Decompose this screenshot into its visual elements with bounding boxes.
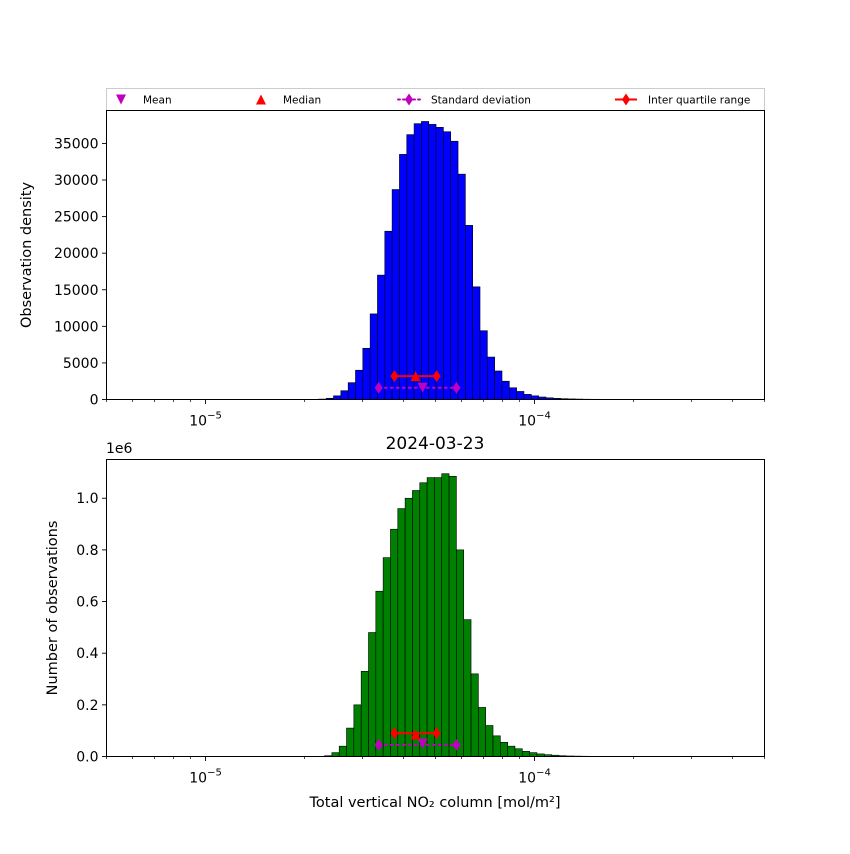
top-bar [341,391,348,400]
top-y-axis-label: Observation density [19,182,35,328]
top-bar [377,275,384,399]
top-bar [334,396,341,400]
top-bar [385,231,392,399]
top-bar [436,127,443,399]
bottom-bar [449,476,456,756]
top-y-tick-label: 30000 [54,173,99,189]
bottom-bar [390,529,397,756]
top-bar [531,396,538,400]
bottom-bar [420,483,427,757]
top-y-tick-label: 10000 [54,319,99,335]
bottom-y-offset-text: 1e6 [106,441,133,457]
legend-label-std: Standard deviation [431,95,531,107]
top-bar [414,124,421,400]
bottom-bar [530,753,537,757]
bottom-bar [354,705,361,757]
bottom-y-tick-label: 0.4 [76,646,98,662]
bottom-bar [361,671,368,756]
legend: Mean Median Standard deviation Inter quarti… [107,89,765,111]
legend-label-median: Median [283,95,321,107]
top-bar [502,381,509,399]
top-bar [487,357,494,399]
top-bar [517,391,524,399]
bottom-y-tick-label: 0.2 [76,698,98,714]
bottom-bar [347,728,354,756]
top-y-tick-label: 15000 [54,283,99,299]
top-bar [392,190,399,400]
bottom-y-tick-label: 1.0 [76,491,98,507]
bottom-bar [383,558,390,757]
top-y-tick-label: 0 [90,393,99,409]
top-bar [407,135,414,400]
bottom-bar [478,707,485,756]
bottom-bar [405,498,412,756]
top-bar [356,370,363,399]
bottom-bar [471,674,478,757]
bottom-y-axis-label: Number of observations [45,521,61,696]
bottom-bar [398,509,405,757]
top-y-tick-label: 5000 [63,356,99,372]
bottom-y-tick-label: 0.0 [76,750,98,766]
bottom-bar [464,620,471,757]
bottom-bar [522,751,529,756]
top-bar [451,141,458,399]
top-bar [524,394,531,399]
bottom-bar [339,746,346,756]
top-bar [399,154,406,399]
top-y-tick-label: 35000 [54,136,99,152]
top-bar [421,121,428,399]
bottom-bar [493,736,500,757]
top-bar [443,132,450,400]
bottom-bar [427,478,434,757]
top-bar [495,371,502,400]
bottom-bar [434,478,441,757]
top-bar [480,331,487,400]
legend-label-mean: Mean [143,95,172,107]
bottom-y-tick-label: 0.6 [76,595,98,611]
bottom-bar [486,726,493,757]
bottom-bar [500,742,507,756]
top-y-tick-label: 20000 [54,246,99,262]
top-bar [363,348,370,399]
bottom-title: 2024-03-23 [386,434,485,454]
bottom-x-axis-label: Total vertical NO₂ column [mol/m²] [309,795,561,811]
legend-label-iqr: Inter quartile range [648,95,750,107]
top-bar [429,124,436,399]
bottom-bar [376,591,383,756]
bottom-bar [369,633,376,757]
bottom-y-tick-label: 0.8 [76,543,98,559]
bottom-bar [412,490,419,756]
top-bar [348,383,355,400]
top-bar [458,174,465,399]
top-bar [509,388,516,400]
bottom-bar [332,753,339,757]
bottom-bar [515,749,522,757]
top-bar [473,287,480,400]
bottom-bar [456,550,463,757]
top-bar [465,225,472,399]
bottom-bar [508,746,515,756]
top-y-tick-label: 25000 [54,210,99,226]
bottom-bar [442,474,449,757]
